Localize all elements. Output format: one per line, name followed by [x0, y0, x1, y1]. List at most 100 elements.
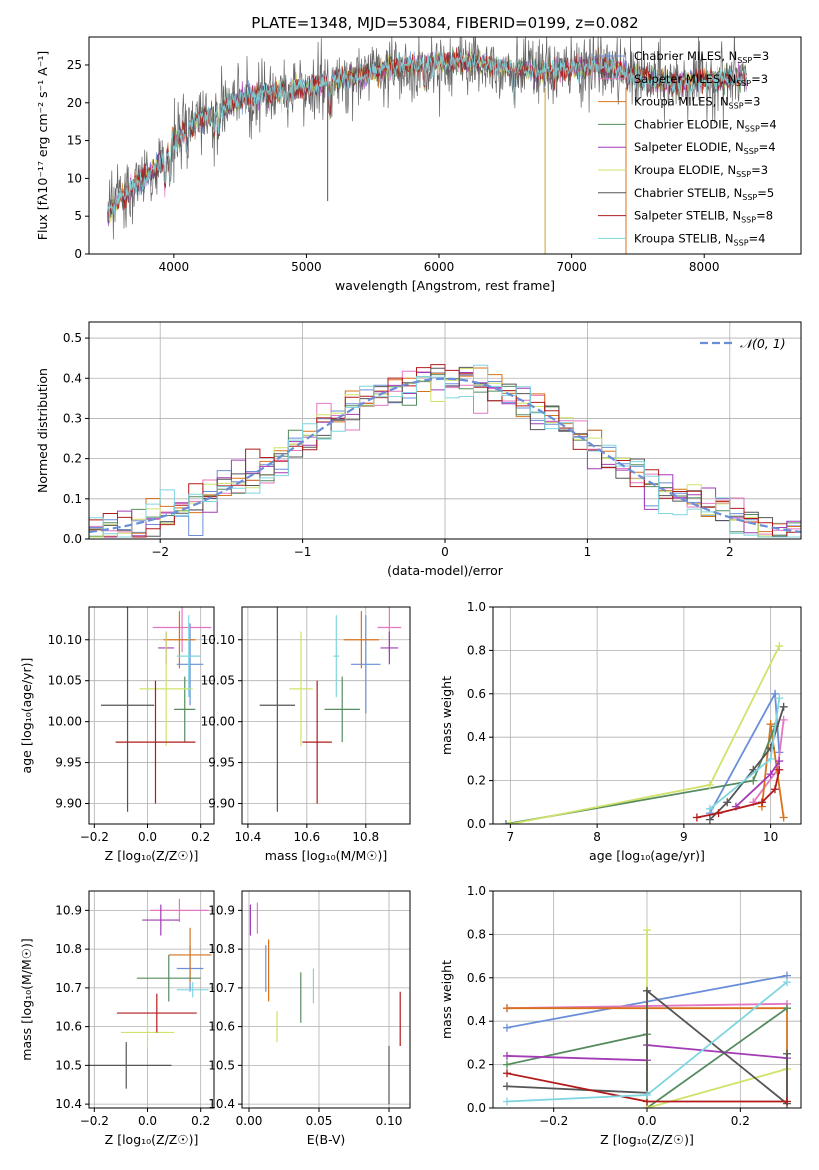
x-tick-label: 0.05 [306, 1114, 333, 1128]
weight-marker [503, 1004, 511, 1013]
y-tick-label: 10.00 [201, 715, 235, 729]
weight-marker [503, 1023, 511, 1032]
y-axis-label: mass weight [439, 676, 454, 755]
x-tick-label: −0.2 [80, 830, 109, 844]
y-tick-label: 10.8 [55, 942, 82, 956]
weight-marker [723, 798, 732, 807]
panel-weight-vs-age: 7 8 9 10 0.0 0.2 0.4 0.6 0.8 1.0 age [log₁₀(age/yr… [439, 600, 802, 863]
weight-marker [783, 1004, 791, 1013]
x-axis-label: Z [log₁₀(Z/Z☉)] [600, 1132, 694, 1147]
legend-label: Kroupa ELODIE, NSSP=3 [634, 163, 768, 179]
x-tick-label: −0.2 [80, 1114, 109, 1128]
y-axis-label: mass [log₁₀(M/M☉)] [19, 938, 34, 1060]
y-axis-label: mass weight [439, 960, 454, 1039]
y-tick-label: 0.5 [63, 331, 82, 345]
y-tick-label: 9.90 [55, 797, 82, 811]
weight-marker [643, 986, 651, 995]
y-axis-label: Flux [fλ10⁻¹⁷ erg cm⁻² s⁻¹ A⁻¹] [35, 51, 50, 240]
y-tick-label: 0.2 [467, 774, 486, 788]
x-axis-label: Z [log₁₀(Z/Z☉)] [105, 848, 199, 863]
weight-marker [775, 757, 784, 766]
weight-marker [766, 770, 775, 779]
weight-marker [506, 820, 515, 824]
y-tick-label: 10 [67, 171, 82, 185]
weight-marker [705, 815, 714, 824]
legend-label: Kroupa MILES, NSSP=3 [634, 95, 760, 111]
y-tick-label: 10.6 [208, 1020, 235, 1034]
x-tick-label: 6000 [424, 260, 455, 274]
y-tick-label: 9.95 [208, 756, 235, 770]
weight-marker [503, 1082, 511, 1091]
y-tick-label: 20 [67, 96, 82, 110]
y-tick-label: 15 [67, 134, 82, 148]
x-tick-label: 8 [593, 830, 601, 844]
hist-step-8 [89, 364, 801, 538]
y-tick-label: 10.9 [208, 903, 235, 917]
x-tick-label: 0.0 [138, 830, 157, 844]
x-tick-label: −0.2 [539, 1114, 568, 1128]
weight-marker [705, 780, 714, 789]
x-tick-label: 0.0 [637, 1114, 656, 1128]
x-tick-label: 8000 [689, 260, 720, 274]
y-tick-label: 25 [67, 58, 82, 72]
y-tick-label: 0.4 [467, 730, 486, 744]
x-tick-label: 0.0 [138, 1114, 157, 1128]
weight-marker [503, 1051, 511, 1060]
axes-frame-weight-vs-age [492, 606, 802, 825]
weight-marker [749, 776, 758, 785]
y-tick-label: 0.6 [467, 687, 486, 701]
y-tick-label: 10.6 [55, 1020, 82, 1034]
x-tick-label: 7 [507, 830, 515, 844]
axes-frame-mass-vs-Z [88, 890, 215, 1109]
x-tick-label: 5000 [291, 260, 322, 274]
weight-marker [779, 813, 788, 822]
legend-label: Salpeter ELODIE, NSSP=4 [634, 140, 776, 156]
x-tick-label: 0 [441, 545, 449, 559]
x-tick-label: 10.4 [235, 830, 262, 844]
x-tick-label: 9 [680, 830, 688, 844]
y-tick-label: 10.05 [201, 674, 235, 688]
y-tick-label: 10.00 [48, 715, 82, 729]
y-tick-label: 1.0 [467, 600, 486, 614]
legend-label: Chabrier ELODIE, NSSP=4 [634, 117, 777, 133]
legend-label: Chabrier MILES, NSSP=3 [634, 49, 769, 65]
x-axis-label: (data-model)/error [387, 563, 504, 578]
x-tick-label: 1 [584, 545, 592, 559]
weight-marker [643, 1090, 651, 1099]
weight-marker [757, 798, 766, 807]
weight-marker [783, 978, 791, 987]
weight-marker [775, 694, 784, 703]
y-tick-label: 10.5 [55, 1058, 82, 1072]
y-tick-label: 0.0 [63, 532, 82, 546]
x-axis-label: E(B-V) [307, 1132, 346, 1147]
y-tick-label: 10.5 [208, 1058, 235, 1072]
axes-frame-age-vs-mass [241, 606, 411, 825]
y-tick-label: 0.2 [63, 452, 82, 466]
legend: Chabrier MILES, NSSP=3 Salpeter MILES, NS… [598, 49, 777, 247]
weight-marker [766, 754, 775, 763]
weight-line-5 [510, 645, 781, 824]
x-tick-label: 0.00 [236, 1114, 263, 1128]
y-tick-label: 0.0 [467, 817, 486, 831]
x-tick-label: 2 [726, 545, 734, 559]
weight-marker [775, 642, 784, 651]
x-tick-label: 0.10 [376, 1114, 403, 1128]
y-tick-label: 1.0 [467, 884, 486, 898]
weight-marker [503, 1097, 511, 1106]
x-axis-label: wavelength [Angstrom, rest frame] [335, 278, 555, 293]
spectrum-line-8 [107, 51, 747, 220]
legend-label: Kroupa STELIB, NSSP=4 [634, 231, 765, 247]
panel-weight-vs-Z: −0.2 0.0 0.2 0.0 0.2 0.4 0.6 0.8 1.0 Z [log₁₀(Z/Z… [439, 884, 802, 1147]
plot-area-residuals [89, 322, 801, 539]
legend: 𝒩(0, 1) [700, 336, 786, 351]
y-tick-label: 10.7 [208, 981, 235, 995]
y-tick-label: 10.7 [55, 981, 82, 995]
weight-marker [503, 1060, 511, 1069]
weight-marker [766, 720, 775, 729]
normal-curve [89, 377, 801, 534]
y-axis-label: age [log₁₀(age/yr)] [19, 658, 34, 774]
x-tick-label: 0.2 [191, 830, 210, 844]
weight-marker [783, 1049, 791, 1058]
axes-frame-spectrum [88, 36, 802, 255]
